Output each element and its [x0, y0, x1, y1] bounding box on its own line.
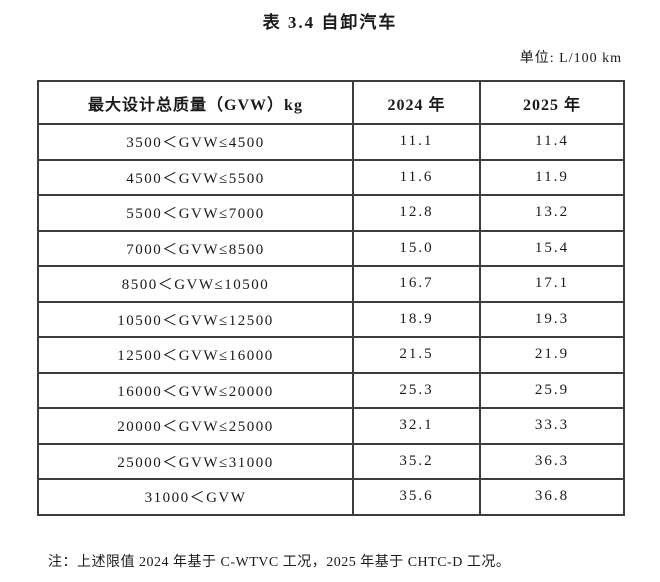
value-2025-cell: 11.4 — [479, 123, 625, 161]
gvw-range-cell: 20000＜GVW≤25000 — [37, 407, 354, 445]
gvw-range-cell: 12500＜GVW≤16000 — [37, 336, 354, 374]
table-row: 12500＜GVW≤16000 21.5 21.9 — [37, 336, 625, 374]
value-2024-cell: 11.6 — [352, 158, 481, 196]
value-2024-cell: 16.7 — [352, 265, 481, 303]
header-row: 最大设计总质量（GVW）kg 2024 年 2025 年 — [37, 80, 625, 125]
value-2025-cell: 33.3 — [479, 407, 625, 445]
gvw-range-cell: 8500＜GVW≤10500 — [37, 265, 354, 303]
gvw-range-cell: 31000＜GVW — [37, 478, 354, 516]
table-row: 3500＜GVW≤4500 11.1 11.4 — [37, 123, 625, 161]
table-row: 31000＜GVW 35.6 36.8 — [37, 478, 625, 516]
fuel-limit-table: 最大设计总质量（GVW）kg 2024 年 2025 年 3500＜GVW≤45… — [37, 80, 625, 516]
value-2024-cell: 32.1 — [352, 407, 481, 445]
gvw-range-cell: 4500＜GVW≤5500 — [37, 158, 354, 196]
value-2025-cell: 13.2 — [479, 194, 625, 232]
table-row: 16000＜GVW≤20000 25.3 25.9 — [37, 371, 625, 409]
value-2024-cell: 35.6 — [352, 478, 481, 516]
value-2024-cell: 25.3 — [352, 371, 481, 409]
value-2025-cell: 11.9 — [479, 158, 625, 196]
value-2025-cell: 21.9 — [479, 336, 625, 374]
value-2025-cell: 17.1 — [479, 265, 625, 303]
table-row: 7000＜GVW≤8500 15.0 15.4 — [37, 229, 625, 267]
table-row: 20000＜GVW≤25000 32.1 33.3 — [37, 407, 625, 445]
column-header-2025: 2025 年 — [479, 80, 625, 125]
table-row: 10500＜GVW≤12500 18.9 19.3 — [37, 300, 625, 338]
table-row: 5500＜GVW≤7000 12.8 13.2 — [37, 194, 625, 232]
value-2024-cell: 21.5 — [352, 336, 481, 374]
gvw-range-cell: 10500＜GVW≤12500 — [37, 300, 354, 338]
gvw-range-cell: 16000＜GVW≤20000 — [37, 371, 354, 409]
gvw-range-cell: 3500＜GVW≤4500 — [37, 123, 354, 161]
gvw-range-cell: 5500＜GVW≤7000 — [37, 194, 354, 232]
footnote: 注：上述限值 2024 年基于 C-WTVC 工况，2025 年基于 CHTC-… — [48, 555, 511, 570]
table-row: 4500＜GVW≤5500 11.6 11.9 — [37, 158, 625, 196]
value-2025-cell: 36.8 — [479, 478, 625, 516]
value-2024-cell: 12.8 — [352, 194, 481, 232]
column-header-2024: 2024 年 — [352, 80, 481, 125]
value-2024-cell: 35.2 — [352, 442, 481, 480]
table-title: 表 3.4 自卸汽车 — [262, 13, 398, 32]
value-2025-cell: 15.4 — [479, 229, 625, 267]
unit-label: 单位: L/100 km — [519, 51, 622, 66]
value-2025-cell: 25.9 — [479, 371, 625, 409]
table-row: 8500＜GVW≤10500 16.7 17.1 — [37, 265, 625, 303]
value-2025-cell: 36.3 — [479, 442, 625, 480]
column-header-gvw: 最大设计总质量（GVW）kg — [37, 80, 354, 125]
value-2024-cell: 15.0 — [352, 229, 481, 267]
value-2024-cell: 11.1 — [352, 123, 481, 161]
gvw-range-cell: 25000＜GVW≤31000 — [37, 442, 354, 480]
value-2025-cell: 19.3 — [479, 300, 625, 338]
table-row: 25000＜GVW≤31000 35.2 36.3 — [37, 442, 625, 480]
gvw-range-cell: 7000＜GVW≤8500 — [37, 229, 354, 267]
value-2024-cell: 18.9 — [352, 300, 481, 338]
